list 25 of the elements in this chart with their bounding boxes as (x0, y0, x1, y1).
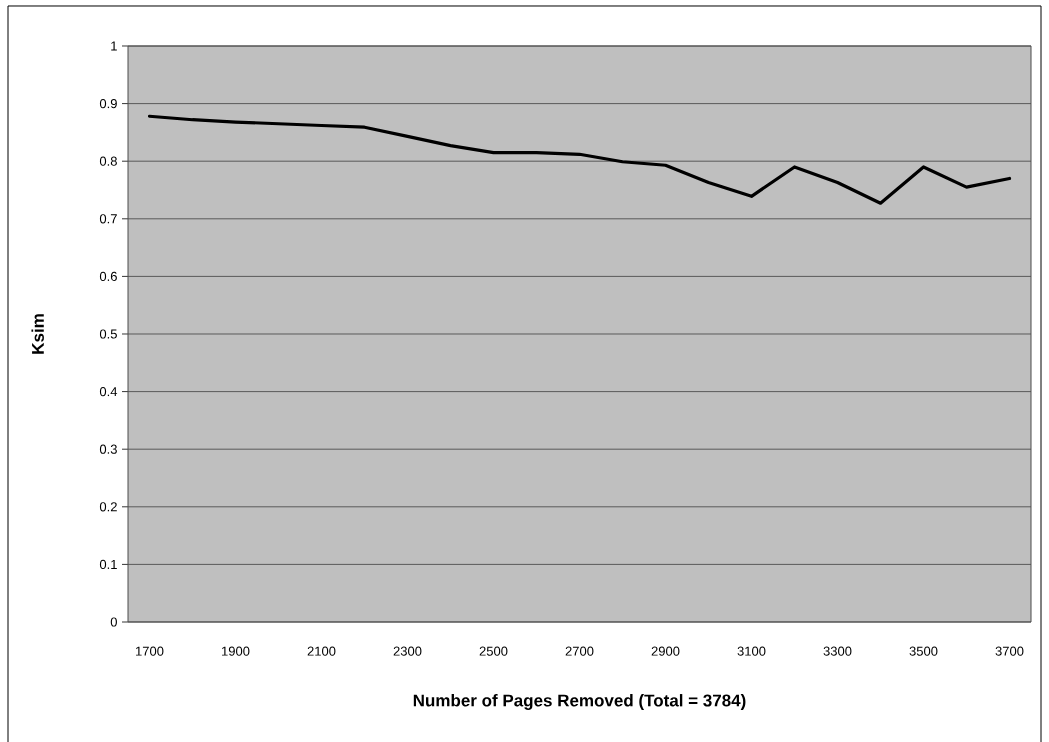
y-tick-label: 0.4 (99, 386, 118, 397)
x-tick-label: 1700 (136, 646, 164, 656)
y-tick-label: 0 (110, 617, 117, 627)
y-tick-label: 0.9 (99, 98, 117, 109)
x-tick-label: 3700 (995, 646, 1024, 656)
line-series (147, 114, 1012, 205)
x-tick-label: 2500 (479, 646, 508, 656)
x-tick-label: 2700 (565, 646, 594, 656)
x-axis-title: Number of Pages Removed (Total = 3784) (413, 694, 746, 710)
y-tick-label: 0.7 (99, 214, 117, 224)
x-tick-label: 3100 (737, 646, 766, 656)
y-axis-title: Ksim (31, 314, 44, 354)
x-tick-label: 3300 (823, 646, 852, 656)
y-tick-label: 0.3 (99, 444, 117, 454)
x-tick-label: 2900 (651, 646, 680, 656)
x-tick-label: 2300 (393, 646, 422, 656)
x-tick-label: 3500 (909, 646, 938, 656)
y-tick-label: 0.1 (99, 559, 117, 569)
y-tick-label: 0.6 (99, 271, 117, 281)
y-tick-label: 0.2 (99, 502, 117, 512)
x-tick-label: 1900 (222, 646, 250, 656)
y-tick-label: 0.5 (99, 329, 117, 339)
x-tick-label: 2100 (307, 646, 336, 656)
y-tick-label: 0.8 (99, 156, 117, 166)
y-tick-label: 1 (111, 41, 117, 51)
